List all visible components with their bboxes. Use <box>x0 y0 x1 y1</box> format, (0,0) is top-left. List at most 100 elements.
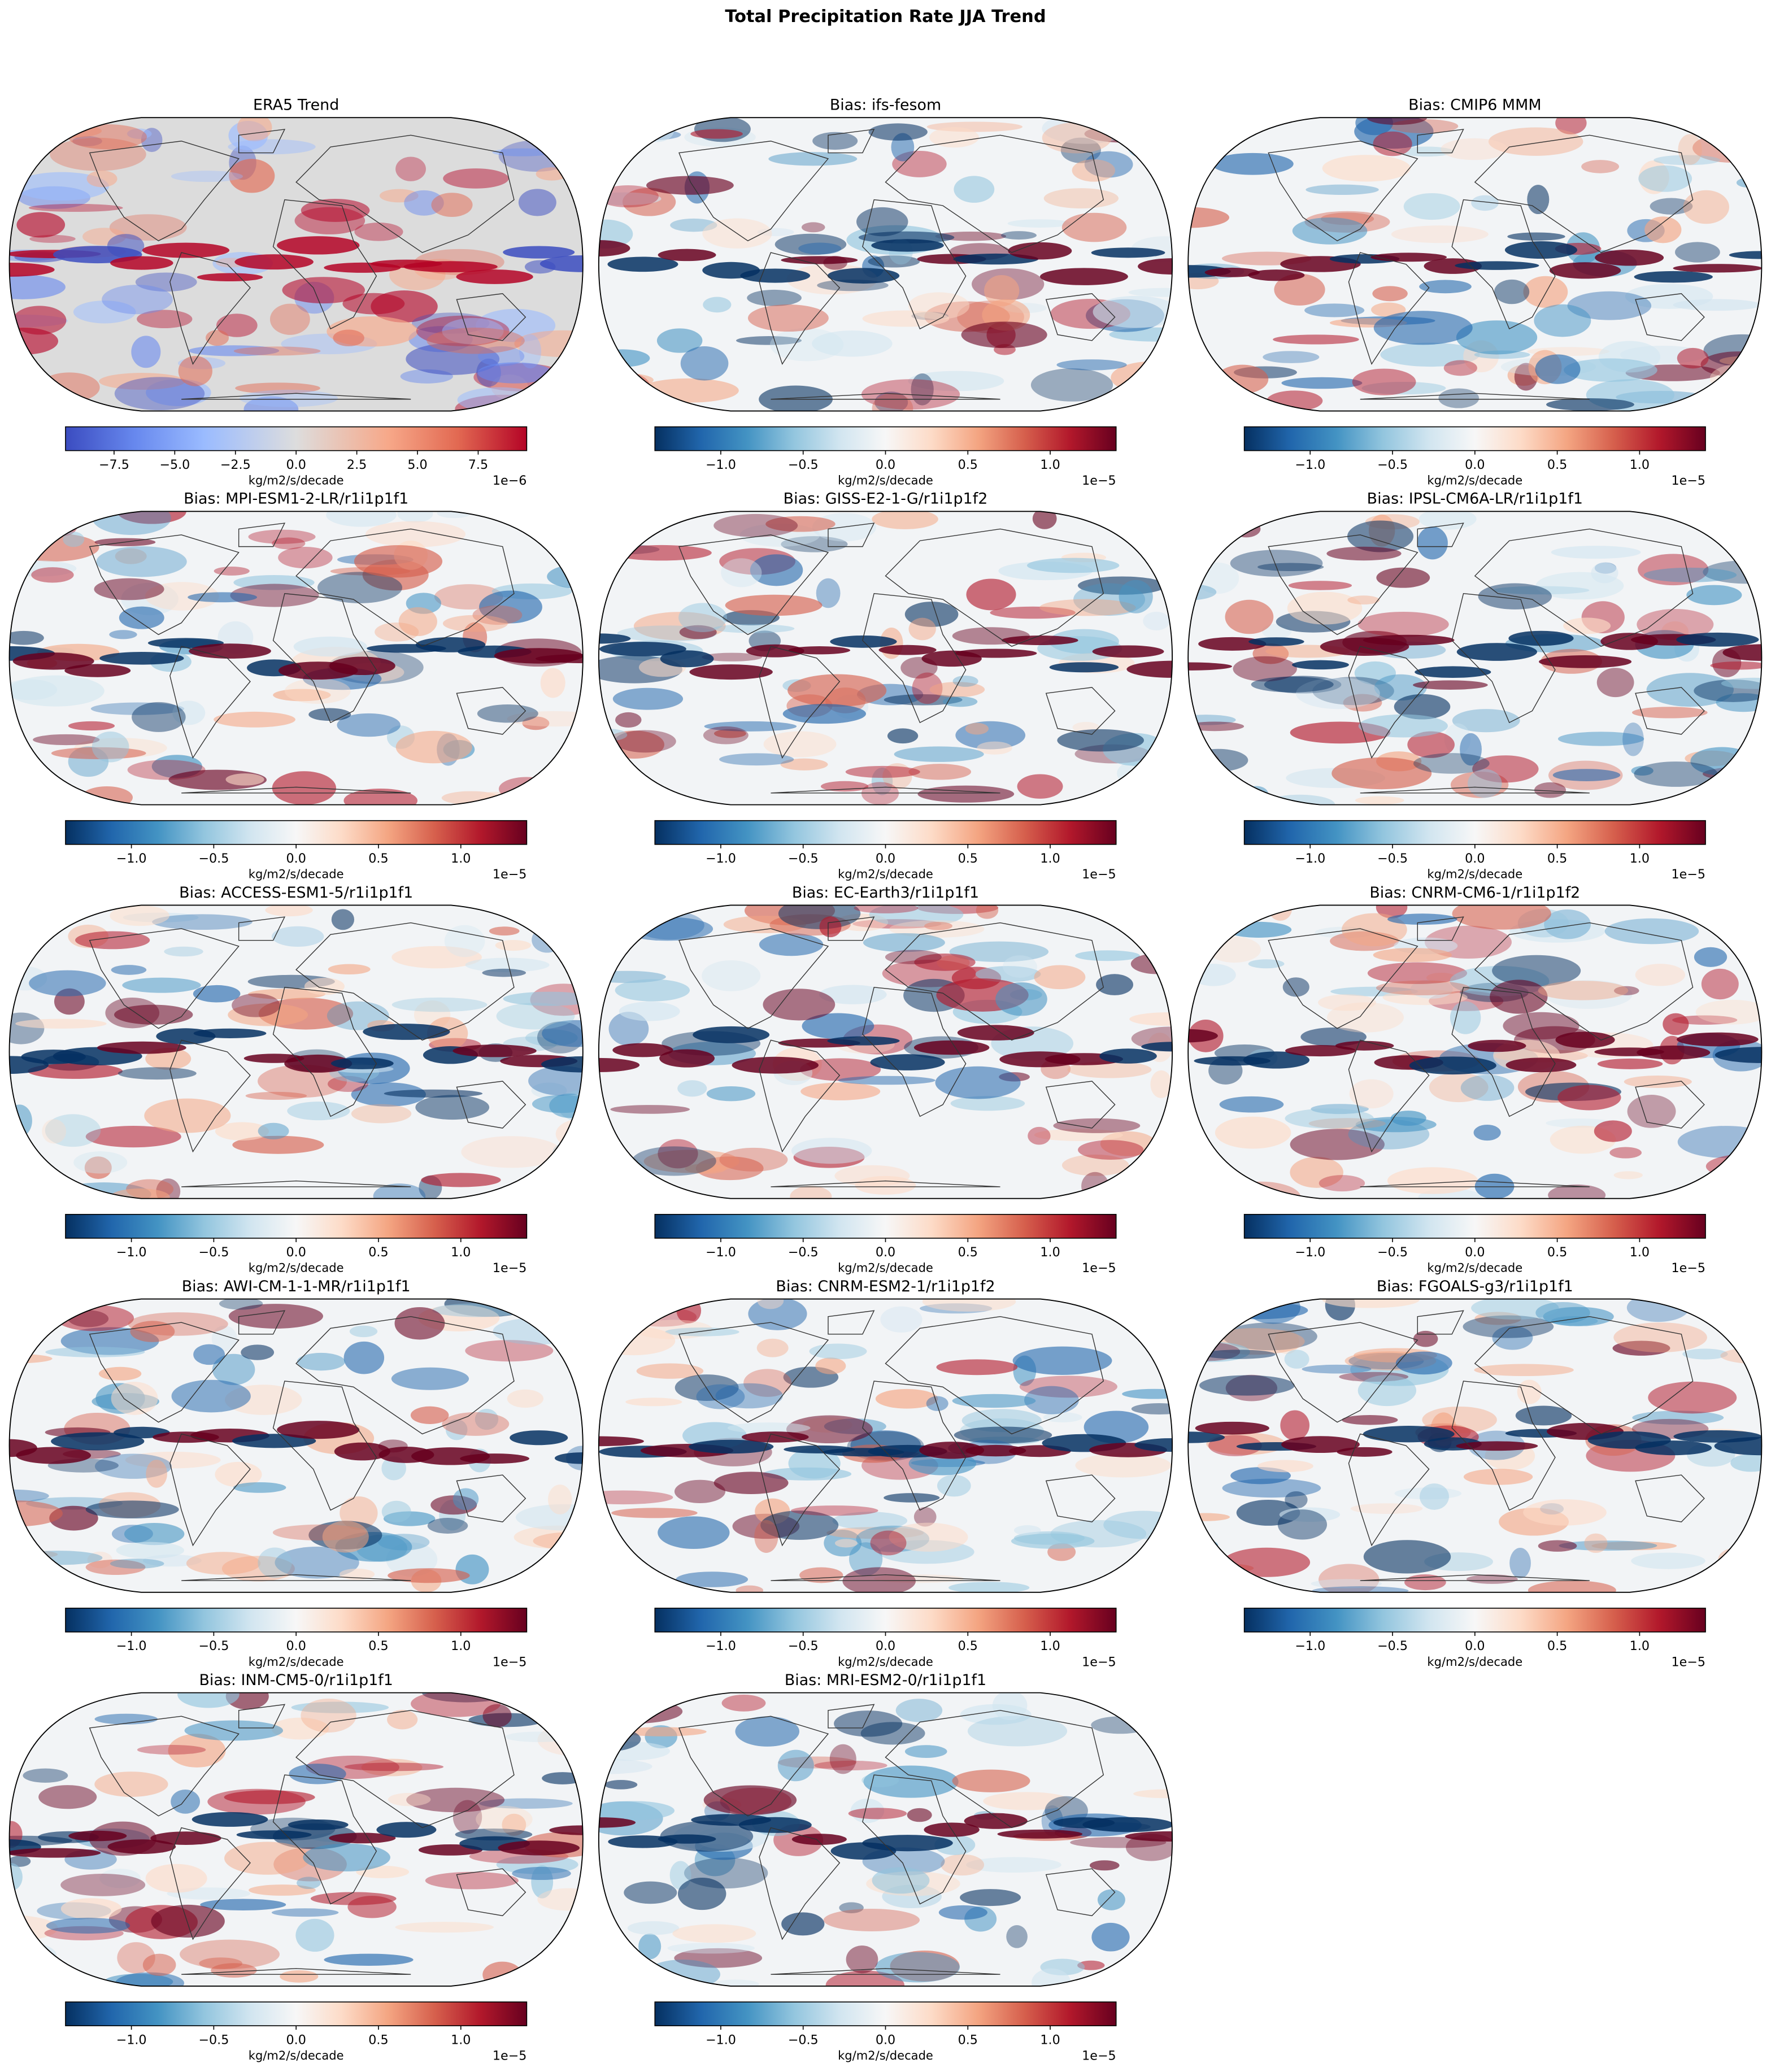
tropical-band <box>232 1434 316 1448</box>
tropical-band <box>1538 655 1632 668</box>
field-blob <box>1331 757 1432 790</box>
field-blob <box>273 689 331 702</box>
field-blob <box>787 674 887 707</box>
map-field <box>1188 511 1762 805</box>
field-blob <box>894 746 984 762</box>
coastline <box>1451 593 1556 724</box>
field-blob <box>90 702 185 715</box>
field-blob <box>1296 677 1380 709</box>
coastline <box>828 129 875 154</box>
field-blob <box>200 1899 286 1910</box>
coastline <box>295 922 515 1041</box>
colorbar <box>1243 820 1706 845</box>
field-blob <box>395 730 472 764</box>
field-blob <box>1535 572 1624 600</box>
field-blob <box>354 223 403 241</box>
field-blob <box>834 1710 903 1737</box>
field-blob <box>1544 909 1591 939</box>
field-blob <box>115 548 147 564</box>
field-blob <box>1507 232 1565 241</box>
tropical-band <box>99 652 184 665</box>
field-blob <box>747 289 802 306</box>
colorbar-tick-label: −2.5 <box>220 458 251 472</box>
tropical-band <box>607 256 678 272</box>
coastline <box>1360 1180 1590 1187</box>
coastline <box>1474 134 1694 253</box>
colorbar-tick-label: −1.0 <box>116 2032 147 2047</box>
tropical-band <box>503 246 575 259</box>
field-blob <box>110 1559 164 1569</box>
field-blob <box>1466 1574 1518 1584</box>
colorbar-tick-label: 0.0 <box>286 1639 306 1653</box>
field-blob <box>1017 774 1063 799</box>
field-blob <box>748 1299 807 1330</box>
colorbar-tick-label: 1.0 <box>1630 1639 1650 1653</box>
field-blob <box>12 306 67 335</box>
field-blob <box>1216 364 1269 394</box>
field-blob <box>477 362 552 384</box>
coastline <box>759 1827 841 1940</box>
field-blob <box>99 1868 141 1888</box>
colorbar-tick-label: 1.0 <box>1040 458 1060 472</box>
coastline <box>885 528 1104 647</box>
field-blob <box>344 1762 444 1771</box>
field-blob <box>291 1701 389 1713</box>
field-blob <box>1119 580 1153 613</box>
map-outline <box>8 117 584 412</box>
field-blob <box>809 1343 867 1360</box>
field-blob <box>674 1479 726 1504</box>
field-blob <box>1128 288 1173 297</box>
field-blob <box>1632 1411 1724 1425</box>
field-blob <box>211 1325 237 1352</box>
coastline <box>862 1774 967 1905</box>
map-panel: Bias: MPI-ESM1-2-LR/r1i1p1f1 −1.0 −0.5 0.0 0… <box>8 490 584 882</box>
field-blob <box>381 1500 411 1523</box>
tropical-band <box>689 1439 774 1454</box>
panel-title: Bias: FGOALS-g3/r1i1p1f1 <box>1377 1278 1573 1295</box>
tropical-band <box>363 1024 450 1040</box>
tropical-band <box>1505 1057 1577 1073</box>
field-blob <box>540 668 565 698</box>
field-blob <box>1614 986 1639 995</box>
field-blob <box>1677 347 1709 369</box>
field-blob <box>1279 1507 1341 1522</box>
tropical-band <box>1363 1426 1455 1443</box>
colorbar <box>654 2001 1117 2026</box>
field-blob <box>1274 273 1325 306</box>
field-blob <box>952 675 978 687</box>
field-blob <box>685 1163 726 1174</box>
tropical-band <box>51 1432 145 1451</box>
colorbar <box>654 1608 1117 1633</box>
map-field <box>9 905 583 1199</box>
tropical-band <box>1092 645 1164 658</box>
field-blob <box>214 566 250 576</box>
coastline <box>89 1716 240 1817</box>
field-blob <box>391 946 482 969</box>
field-blob <box>948 1582 1030 1592</box>
field-blob <box>950 1096 1025 1111</box>
colorbar-tick-label: 1.0 <box>451 1639 471 1653</box>
field-blob <box>1473 1124 1501 1141</box>
field-blob <box>99 373 185 390</box>
tropical-band <box>452 1044 537 1057</box>
field-blob <box>598 398 651 411</box>
colorbar-tick-label: −0.5 <box>1377 1639 1408 1653</box>
field-blob <box>1557 1085 1621 1111</box>
field-blob <box>754 1520 778 1553</box>
field-blob <box>395 156 426 181</box>
tropical-band <box>658 249 716 262</box>
field-blob <box>1103 1511 1173 1539</box>
coastline <box>759 646 841 759</box>
map-field <box>9 117 583 411</box>
field-blob <box>675 1374 739 1401</box>
colorbar-tick-label: 0.0 <box>286 1245 306 1260</box>
field-blob <box>445 1419 468 1440</box>
field-blob <box>1463 1315 1554 1338</box>
field-blob <box>952 1769 1030 1792</box>
colorbar-label: kg/m2/s/decade <box>838 1655 933 1669</box>
field-blob <box>1034 1129 1123 1141</box>
field-blob <box>275 1546 359 1579</box>
field-blob <box>938 1905 987 1920</box>
colorbar-offset: 1e−5 <box>493 867 527 882</box>
coastline <box>1635 1081 1705 1129</box>
